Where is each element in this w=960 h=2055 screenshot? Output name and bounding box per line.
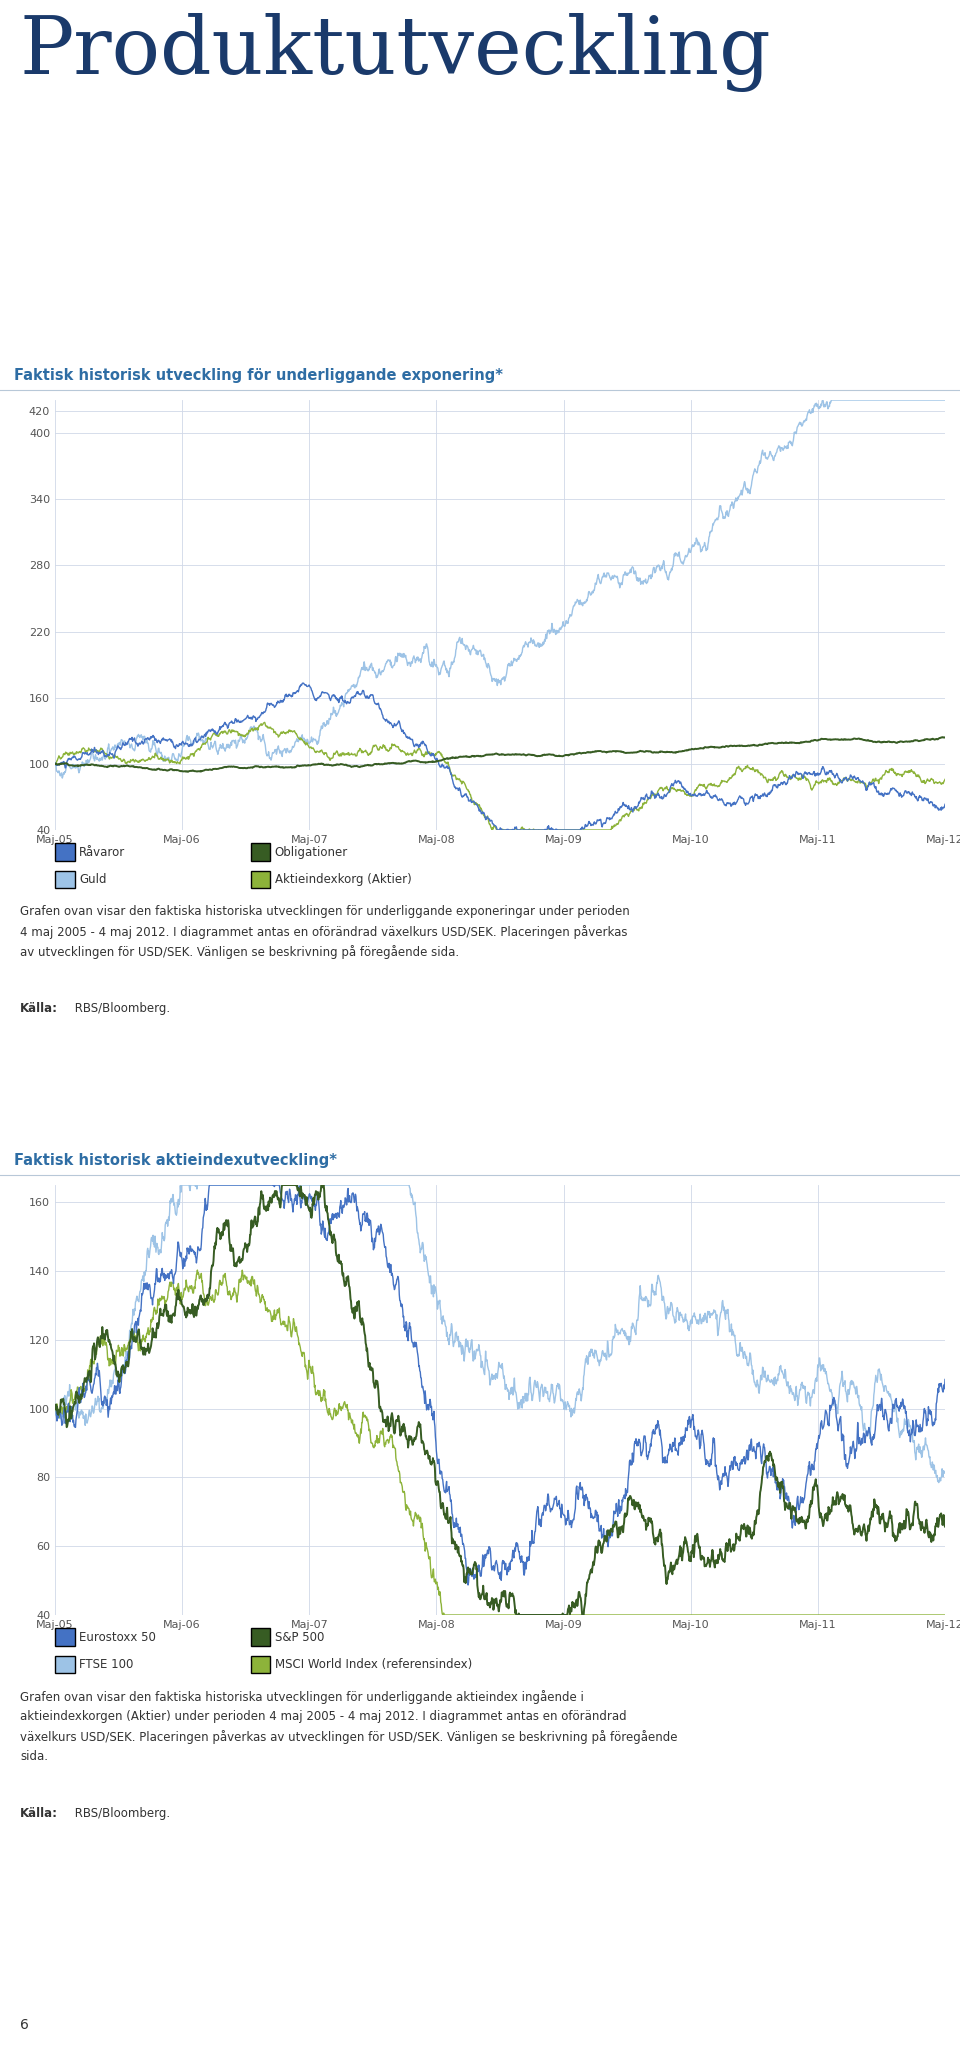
Text: Faktisk historisk aktieindexutveckling*: Faktisk historisk aktieindexutveckling* (14, 1153, 337, 1167)
Text: Grafen ovan visar den faktiska historiska utvecklingen för underliggande aktiein: Grafen ovan visar den faktiska historisk… (20, 1689, 678, 1763)
FancyBboxPatch shape (55, 843, 75, 861)
Text: Guld: Guld (79, 873, 107, 886)
Text: Råvaror: Råvaror (79, 845, 125, 859)
Text: MSCI World Index (referensindex): MSCI World Index (referensindex) (275, 1658, 472, 1671)
Text: FTSE 100: FTSE 100 (79, 1658, 133, 1671)
Text: RBS/Bloomberg.: RBS/Bloomberg. (71, 1806, 170, 1821)
FancyBboxPatch shape (55, 1628, 75, 1646)
FancyBboxPatch shape (251, 1628, 271, 1646)
FancyBboxPatch shape (55, 1656, 75, 1673)
Text: 6: 6 (20, 2018, 29, 2032)
Text: RBS/Bloomberg.: RBS/Bloomberg. (71, 1003, 170, 1015)
Text: Produktutveckling: Produktutveckling (19, 12, 771, 92)
Text: Källa:: Källa: (20, 1806, 58, 1821)
FancyBboxPatch shape (251, 843, 271, 861)
Text: S&P 500: S&P 500 (275, 1630, 324, 1644)
Text: Aktieindexkorg (Aktier): Aktieindexkorg (Aktier) (275, 873, 412, 886)
FancyBboxPatch shape (251, 871, 271, 888)
Text: Obligationer: Obligationer (275, 845, 348, 859)
Text: Grafen ovan visar den faktiska historiska utvecklingen för underliggande exponer: Grafen ovan visar den faktiska historisk… (20, 904, 630, 960)
Text: Källa:: Källa: (20, 1003, 58, 1015)
FancyBboxPatch shape (251, 1656, 271, 1673)
Text: Eurostoxx 50: Eurostoxx 50 (79, 1630, 156, 1644)
Text: Faktisk historisk utveckling för underliggande exponering*: Faktisk historisk utveckling för underli… (14, 368, 503, 382)
FancyBboxPatch shape (55, 871, 75, 888)
